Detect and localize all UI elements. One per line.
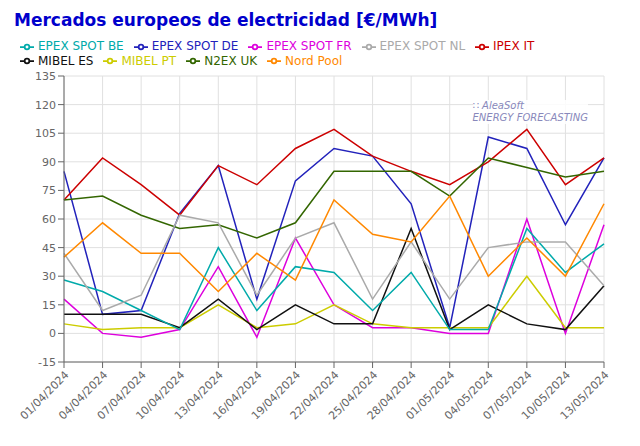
svg-text:13/05/2024: 13/05/2024 [558, 368, 612, 422]
svg-text:-15: -15 [38, 356, 56, 369]
html-text:MIBEL PT: MIBEL PT [121, 53, 177, 68]
svg-text:01/04/2024: 01/04/2024 [17, 368, 72, 423]
html-text:EPEX SPOT FR: EPEX SPOT FR [266, 39, 352, 53]
svg-text:04/04/2024: 04/04/2024 [56, 368, 111, 423]
svg-text:0: 0 [49, 327, 56, 340]
html-text:EPEX SPOT NL: EPEX SPOT NL [379, 39, 466, 53]
svg-text:07/05/2024: 07/05/2024 [480, 368, 535, 423]
html-text:EPEX SPOT DE: EPEX SPOT DE [151, 39, 239, 53]
svg-text:07/04/2024: 07/04/2024 [94, 368, 149, 423]
svg-text:22/04/2024: 22/04/2024 [287, 368, 342, 423]
svg-text:105: 105 [35, 127, 56, 140]
html-text:MIBEL ES: MIBEL ES [38, 53, 94, 68]
svg-text:60: 60 [42, 213, 56, 226]
svg-text:45: 45 [42, 242, 56, 255]
svg-text:04/05/2024: 04/05/2024 [441, 368, 496, 423]
svg-text:135: 135 [35, 70, 56, 83]
html-text:IPEX IT: IPEX IT [493, 39, 535, 53]
html-text:N2EX UK: N2EX UK [204, 53, 258, 68]
html-text:ENERGY FORECASTING: ENERGY FORECASTING [472, 112, 588, 123]
svg-text:10/05/2024: 10/05/2024 [519, 368, 574, 423]
html-text:Nord Pool: Nord Pool [285, 53, 343, 68]
html-text:EPEX SPOT BE: EPEX SPOT BE [38, 39, 124, 53]
svg-text:90: 90 [42, 156, 56, 169]
svg-text:16/04/2024: 16/04/2024 [210, 368, 265, 423]
svg-text:75: 75 [42, 184, 56, 197]
svg-text:120: 120 [35, 99, 56, 112]
svg-text:19/04/2024: 19/04/2024 [249, 368, 304, 423]
html-text:Mercados europeos de electrici: Mercados europeos de electricidad [€/MWh… [14, 10, 438, 30]
html-text:∷ AleaSoft: ∷ AleaSoft [472, 100, 524, 111]
svg-text:25/04/2024: 25/04/2024 [326, 368, 381, 423]
svg-text:10/04/2024: 10/04/2024 [133, 368, 188, 423]
svg-text:01/05/2024: 01/05/2024 [403, 368, 458, 423]
svg-text:30: 30 [42, 270, 56, 283]
svg-text:13/04/2024: 13/04/2024 [171, 368, 226, 423]
svg-text:28/04/2024: 28/04/2024 [364, 368, 419, 423]
svg-text:15: 15 [42, 299, 56, 312]
